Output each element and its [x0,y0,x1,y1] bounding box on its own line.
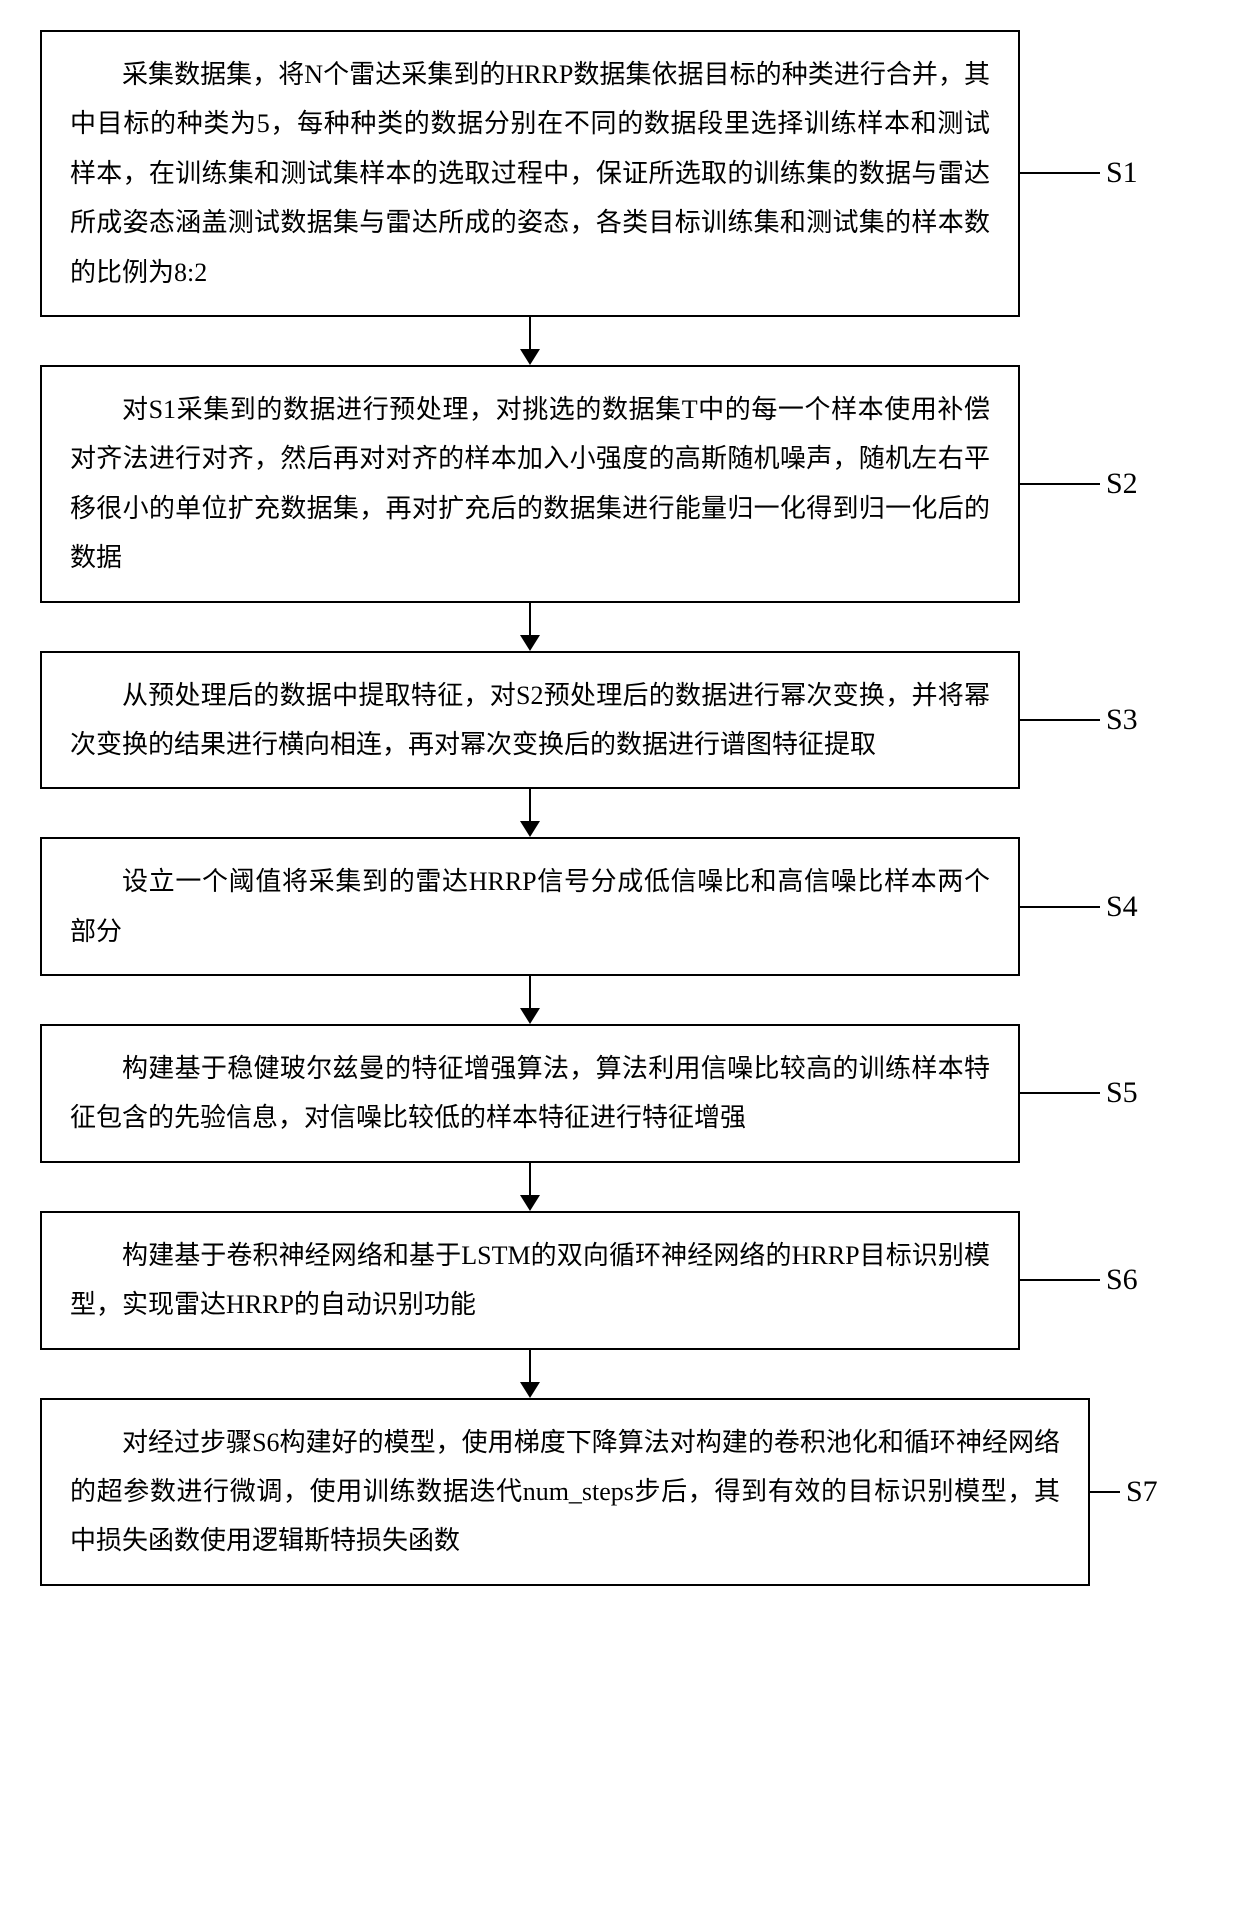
arrow-line [529,789,531,821]
arrow-s2-s3 [520,603,540,651]
step-row-s4: 设立一个阈值将采集到的雷达HRRP信号分成低信噪比和高信噪比样本两个部分 S4 [40,837,1200,976]
arrow-s5-s6 [520,1163,540,1211]
step-box-s2: 对S1采集到的数据进行预处理，对挑选的数据集T中的每一个样本使用补偿对齐法进行对… [40,365,1020,603]
arrow-line [529,317,531,349]
arrow-head-icon [520,635,540,651]
connector-s5 [1020,1092,1100,1094]
arrow-s4-s5 [520,976,540,1024]
step-label-s7: S7 [1126,1475,1158,1509]
connector-s7 [1090,1491,1120,1493]
label-wrap-s7: S7 [1090,1475,1158,1509]
step-label-s4: S4 [1106,890,1138,924]
step-row-s1: 采集数据集，将N个雷达采集到的HRRP数据集依据目标的种类进行合并，其中目标的种… [40,30,1200,317]
arrow-head-icon [520,821,540,837]
label-wrap-s1: S1 [1020,156,1138,190]
step-label-s1: S1 [1106,156,1138,190]
step-label-s2: S2 [1106,467,1138,501]
arrow-line [529,1163,531,1195]
step-label-s5: S5 [1106,1076,1138,1110]
step-box-s4: 设立一个阈值将采集到的雷达HRRP信号分成低信噪比和高信噪比样本两个部分 [40,837,1020,976]
arrow-s1-s2 [520,317,540,365]
connector-s4 [1020,906,1100,908]
step-box-s5: 构建基于稳健玻尔兹曼的特征增强算法，算法利用信噪比较高的训练样本特征包含的先验信… [40,1024,1020,1163]
label-wrap-s3: S3 [1020,703,1138,737]
arrow-line [529,1350,531,1382]
arrow-line [529,603,531,635]
step-box-s3: 从预处理后的数据中提取特征，对S2预处理后的数据进行幂次变换，并将幂次变换的结果… [40,651,1020,790]
connector-s1 [1020,172,1100,174]
connector-s6 [1020,1279,1100,1281]
connector-s2 [1020,483,1100,485]
arrow-s6-s7 [520,1350,540,1398]
step-box-s7: 对经过步骤S6构建好的模型，使用梯度下降算法对构建的卷积池化和循环神经网络的超参… [40,1398,1090,1586]
arrow-head-icon [520,1195,540,1211]
label-wrap-s6: S6 [1020,1263,1138,1297]
step-label-s3: S3 [1106,703,1138,737]
arrow-s3-s4 [520,789,540,837]
step-row-s2: 对S1采集到的数据进行预处理，对挑选的数据集T中的每一个样本使用补偿对齐法进行对… [40,365,1200,603]
step-box-s1: 采集数据集，将N个雷达采集到的HRRP数据集依据目标的种类进行合并，其中目标的种… [40,30,1020,317]
step-row-s6: 构建基于卷积神经网络和基于LSTM的双向循环神经网络的HRRP目标识别模型，实现… [40,1211,1200,1350]
step-box-s6: 构建基于卷积神经网络和基于LSTM的双向循环神经网络的HRRP目标识别模型，实现… [40,1211,1020,1350]
arrow-line [529,976,531,1008]
label-wrap-s2: S2 [1020,467,1138,501]
label-wrap-s5: S5 [1020,1076,1138,1110]
arrow-head-icon [520,349,540,365]
flowchart-container: 采集数据集，将N个雷达采集到的HRRP数据集依据目标的种类进行合并，其中目标的种… [40,30,1200,1586]
step-row-s7: 对经过步骤S6构建好的模型，使用梯度下降算法对构建的卷积池化和循环神经网络的超参… [40,1398,1200,1586]
step-row-s5: 构建基于稳健玻尔兹曼的特征增强算法，算法利用信噪比较高的训练样本特征包含的先验信… [40,1024,1200,1163]
step-row-s3: 从预处理后的数据中提取特征，对S2预处理后的数据进行幂次变换，并将幂次变换的结果… [40,651,1200,790]
step-label-s6: S6 [1106,1263,1138,1297]
label-wrap-s4: S4 [1020,890,1138,924]
connector-s3 [1020,719,1100,721]
arrow-head-icon [520,1008,540,1024]
arrow-head-icon [520,1382,540,1398]
